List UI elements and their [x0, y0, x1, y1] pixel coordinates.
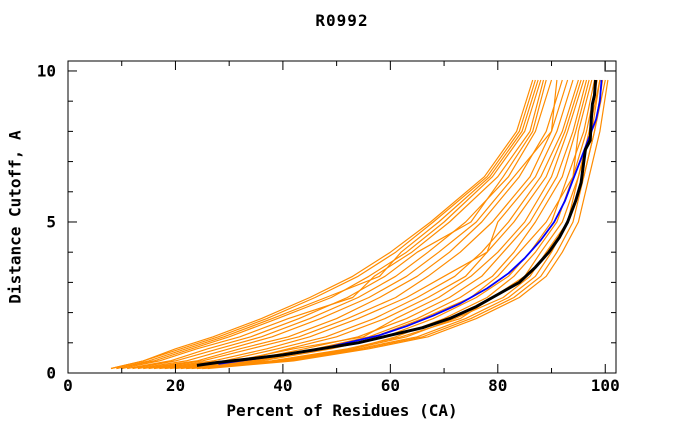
x-tick-label: 20: [166, 376, 185, 395]
chart-title: R0992: [315, 11, 369, 30]
x-tick-label: 0: [63, 376, 73, 395]
curve-model-01: [207, 79, 609, 370]
curve-model-13: [159, 79, 579, 370]
curve-model-24: [110, 79, 534, 370]
x-tick-label: 60: [381, 376, 400, 395]
x-tick-label: 40: [273, 376, 292, 395]
curve-model-14: [153, 79, 574, 370]
curve-model-20: [121, 79, 545, 370]
curve-model-06: [191, 79, 598, 370]
x-tick-label: 80: [488, 376, 507, 395]
curve-model-23: [110, 79, 536, 370]
curve-model-03: [202, 79, 604, 370]
curve-model-10: [175, 79, 588, 370]
plot-border: [67, 60, 617, 374]
curve-model-19: [126, 79, 547, 370]
x-tick-label: 100: [591, 376, 620, 395]
y-tick-label: 5: [46, 212, 56, 231]
curve-highlight-black: [196, 79, 598, 367]
curve-model-11: [170, 79, 585, 370]
curve-model-07: [186, 79, 596, 370]
y-tick-label: 10: [37, 61, 56, 80]
curve-model-12: [164, 79, 582, 370]
curve-model-21: [116, 79, 542, 370]
legend-key-box: [604, 61, 616, 72]
curve-model-22: [116, 79, 539, 370]
curve-model-16: [143, 79, 563, 370]
curve-model-15: [148, 79, 569, 370]
curve-model-18: [132, 79, 553, 370]
x-axis-label: Percent of Residues (CA): [226, 401, 458, 420]
y-tick-label: 0: [46, 364, 56, 383]
curve-model-17: [137, 79, 558, 370]
